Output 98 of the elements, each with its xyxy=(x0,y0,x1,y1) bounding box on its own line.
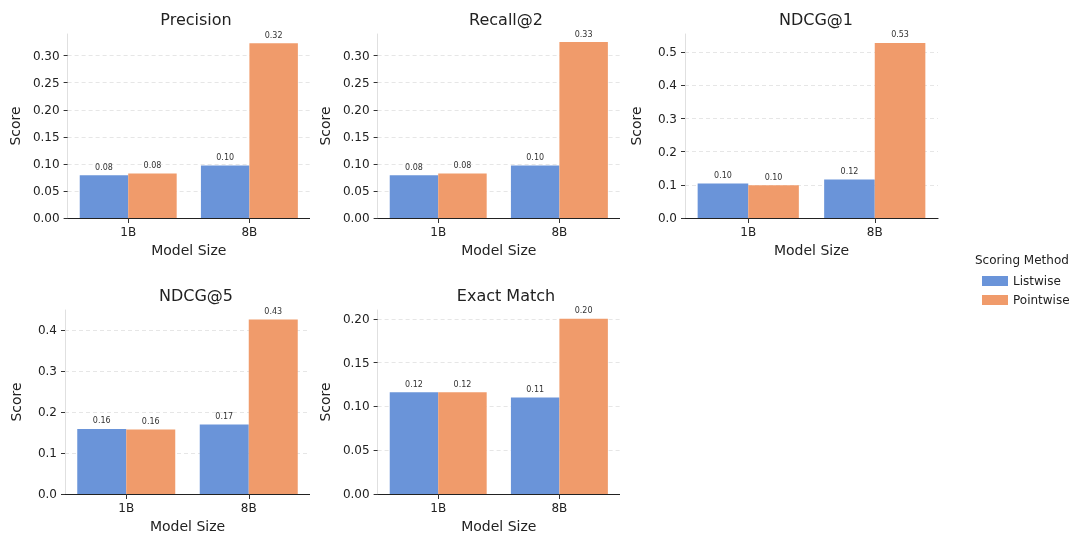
y-tick-label: 0.4 xyxy=(657,78,677,93)
legend-label: Pointwise xyxy=(1013,293,1070,307)
data-label: 0.12 xyxy=(405,379,423,389)
bar xyxy=(126,429,176,494)
data-label: 0.53 xyxy=(891,30,909,40)
data-label: 0.33 xyxy=(574,29,593,39)
y-tick-label: 0.25 xyxy=(32,75,60,90)
y-tick-label: 0.2 xyxy=(37,405,57,420)
bar xyxy=(874,42,926,218)
y-tick-label: 0.3 xyxy=(37,364,57,379)
y-tick-label: 0.25 xyxy=(342,75,370,90)
chart-title: NDCG@5 xyxy=(158,285,234,305)
y-tick-label: 0.05 xyxy=(342,183,370,198)
x-tick-label: 1B xyxy=(430,501,447,515)
x-tick-label: 8B xyxy=(866,225,883,239)
x-tick-label: 8B xyxy=(240,501,257,515)
data-label: 0.08 xyxy=(143,161,162,171)
bar xyxy=(510,397,560,494)
y-tick-label: 0.15 xyxy=(342,355,370,370)
y-tick-label: 0.00 xyxy=(342,487,370,501)
y-axis-title: Score xyxy=(317,106,333,146)
y-tick-label: 0.3 xyxy=(657,111,677,126)
y-tick-label: 0.0 xyxy=(657,211,677,225)
bar xyxy=(128,173,177,218)
bar xyxy=(510,165,560,218)
y-tick-label: 0.10 xyxy=(342,156,370,171)
y-axis-title: Score xyxy=(317,382,333,422)
y-tick-label: 0.10 xyxy=(342,399,370,414)
y-axis-title: Score xyxy=(8,382,24,422)
data-label: 0.10 xyxy=(216,153,235,163)
x-tick-label: 1B xyxy=(430,225,447,239)
x-tick-label: 8B xyxy=(551,501,568,515)
x-axis-title: Model Size xyxy=(773,242,850,258)
data-label: 0.12 xyxy=(840,167,859,177)
data-label: 0.20 xyxy=(574,306,593,316)
y-tick-label: 0.05 xyxy=(32,183,60,198)
y-tick-label: 0.20 xyxy=(342,311,370,326)
x-axis-title: Model Size xyxy=(461,518,537,534)
data-label: 0.10 xyxy=(526,153,545,163)
data-label: 0.17 xyxy=(215,411,234,421)
bar xyxy=(199,424,249,494)
bar xyxy=(248,319,298,494)
bar xyxy=(438,392,487,494)
y-tick-label: 0.2 xyxy=(657,144,677,159)
bar xyxy=(79,175,129,218)
data-label: 0.32 xyxy=(264,30,283,40)
y-tick-label: 0.30 xyxy=(32,48,60,63)
legend-title: Scoring Method xyxy=(975,253,1069,267)
data-label: 0.43 xyxy=(264,306,283,316)
x-tick-label: 8B xyxy=(551,225,568,239)
data-label: 0.08 xyxy=(405,162,423,172)
y-axis-title: Score xyxy=(628,106,644,146)
data-label: 0.08 xyxy=(453,161,472,171)
data-label: 0.16 xyxy=(141,416,160,426)
bar xyxy=(249,43,298,218)
y-tick-label: 0.10 xyxy=(32,156,60,171)
x-axis-title: Model Size xyxy=(461,242,537,258)
x-tick-label: 1B xyxy=(740,225,757,239)
data-label: 0.11 xyxy=(526,385,545,395)
x-tick-label: 1B xyxy=(118,501,135,515)
y-tick-label: 0.05 xyxy=(342,443,370,458)
bar xyxy=(697,183,749,218)
data-label: 0.16 xyxy=(92,416,111,426)
chart-title: Exact Match xyxy=(456,285,556,305)
chart-title: Precision xyxy=(160,9,232,29)
y-tick-label: 0.1 xyxy=(657,177,677,192)
bar xyxy=(389,392,439,494)
bar xyxy=(389,175,439,218)
y-tick-label: 0.0 xyxy=(37,487,57,501)
bar xyxy=(200,165,250,218)
y-tick-label: 0.15 xyxy=(32,129,60,144)
data-label: 0.10 xyxy=(714,171,732,181)
y-axis-title: Score xyxy=(7,106,23,146)
y-tick-label: 0.5 xyxy=(657,45,677,60)
data-label: 0.10 xyxy=(764,172,783,182)
y-tick-label: 0.30 xyxy=(342,48,370,63)
legend-label: Listwise xyxy=(1013,274,1061,288)
bar xyxy=(438,173,487,218)
y-tick-label: 0.1 xyxy=(37,446,57,461)
chart-title: Recall@2 xyxy=(469,9,543,29)
y-tick-label: 0.20 xyxy=(32,102,60,117)
y-tick-label: 0.4 xyxy=(37,323,57,338)
x-axis-title: Model Size xyxy=(151,242,227,258)
bar xyxy=(77,428,127,494)
y-tick-label: 0.00 xyxy=(32,211,60,225)
y-tick-label: 0.20 xyxy=(342,102,370,117)
bar xyxy=(559,42,608,218)
x-axis-title: Model Size xyxy=(149,518,226,534)
y-tick-label: 0.00 xyxy=(342,211,370,225)
bar xyxy=(748,185,799,218)
data-label: 0.12 xyxy=(453,379,472,389)
x-tick-label: 1B xyxy=(120,225,137,239)
data-label: 0.08 xyxy=(95,162,113,172)
x-tick-label: 8B xyxy=(241,225,258,239)
y-tick-label: 0.15 xyxy=(342,129,370,144)
bar xyxy=(824,179,875,218)
bar xyxy=(559,318,608,494)
chart-title: NDCG@1 xyxy=(778,9,854,29)
